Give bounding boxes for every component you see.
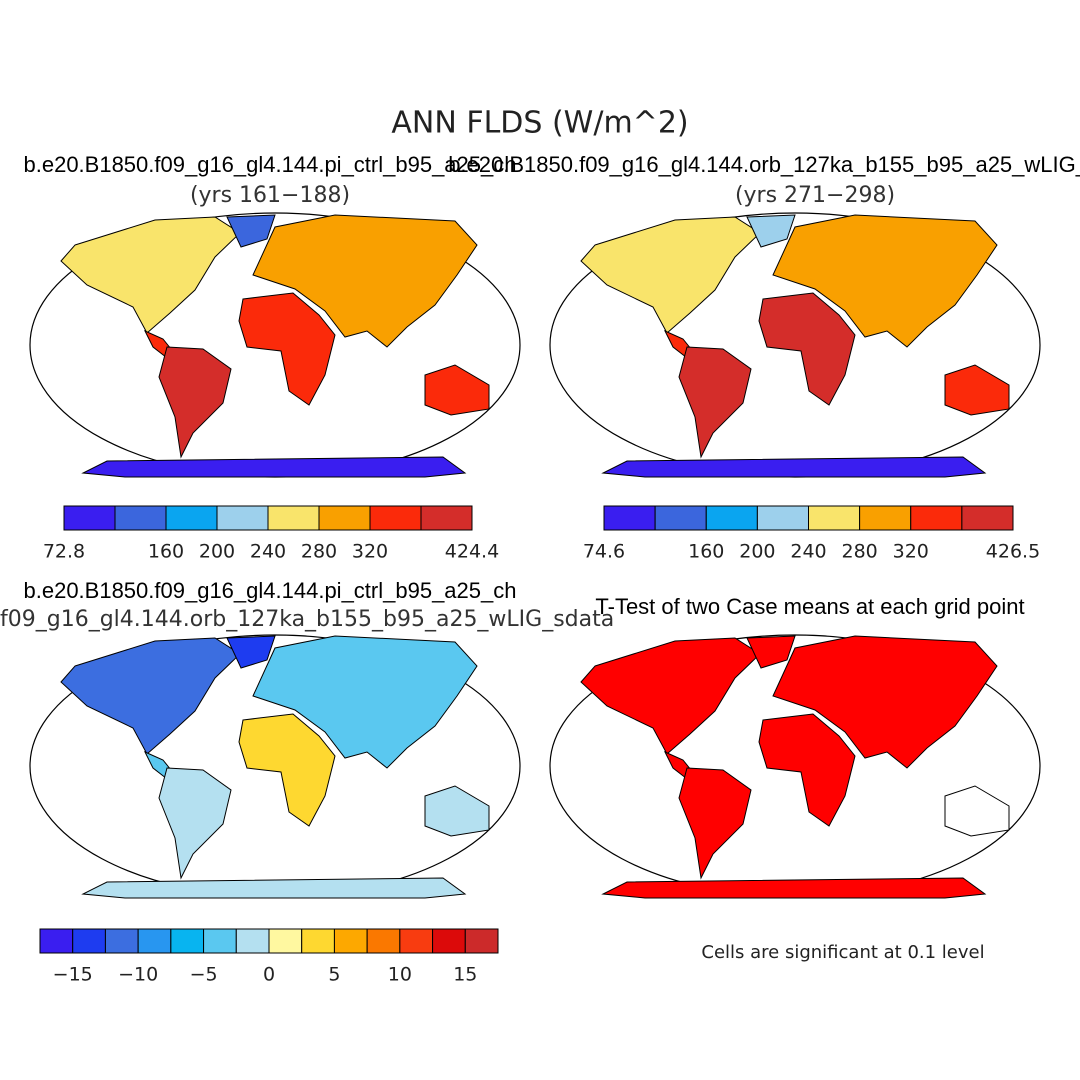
panel-title: T-Test of two Case means at each grid po… xyxy=(595,594,1024,619)
colorbar-box xyxy=(267,505,320,531)
colorbar-box xyxy=(910,505,963,531)
colorbar-box xyxy=(137,928,172,954)
colorbar-tick-label: 160 xyxy=(148,541,184,563)
colorbar-tick-label: 200 xyxy=(199,541,235,563)
figure-title: ANN FLDS (W/m^2) xyxy=(391,106,688,141)
map-panel xyxy=(29,634,521,899)
colorbar-tick-label: 424.4 xyxy=(445,541,499,563)
colorbar-tick-label: 74.6 xyxy=(583,541,625,563)
colorbar-tick-label: 426.5 xyxy=(986,541,1040,563)
colorbar-tick-label: 15 xyxy=(453,964,477,986)
colorbar-box xyxy=(369,505,422,531)
colorbar-tick-label: 320 xyxy=(893,541,929,563)
colorbar-tick-label: −15 xyxy=(53,964,93,986)
colorbar-box xyxy=(705,505,758,531)
colorbar-tick-label: 320 xyxy=(352,541,388,563)
panel-subtitle: f09_g16_gl4.144.orb_127ka_b155_b95_a25_w… xyxy=(0,607,614,632)
colorbar-box xyxy=(756,505,809,531)
colorbar-box xyxy=(170,928,205,954)
panel-subtitle: (yrs 271−298) xyxy=(735,183,895,208)
colorbar-tick-label: 280 xyxy=(301,541,337,563)
colorbar-box xyxy=(318,505,371,531)
map-panel xyxy=(549,212,1041,478)
colorbar-box xyxy=(961,505,1014,531)
panel-title: b.e20.B1850.f09_g16_gl4.144.pi_ctrl_b95_… xyxy=(24,152,517,177)
colorbar-box xyxy=(216,505,269,531)
colorbar-tick-label: 72.8 xyxy=(43,541,85,563)
colorbar-box xyxy=(235,928,270,954)
colorbar-tick-label: 240 xyxy=(790,541,826,563)
colorbar-tick-label: 280 xyxy=(841,541,877,563)
colorbar-box xyxy=(432,928,466,954)
colorbar-box xyxy=(654,505,707,531)
colorbar-tick-label: 240 xyxy=(250,541,286,563)
colorbar-tick-label: 160 xyxy=(688,541,724,563)
colorbar-box xyxy=(603,505,656,531)
colorbar-box xyxy=(114,505,167,531)
colorbar-tick-label: 5 xyxy=(328,964,340,986)
colorbar-box xyxy=(399,928,434,954)
colorbar-tick-label: 200 xyxy=(739,541,775,563)
significance-note: Cells are significant at 0.1 level xyxy=(701,942,984,963)
panel-subtitle: (yrs 161−188) xyxy=(190,183,350,208)
colorbar-box xyxy=(859,505,912,531)
panel-title: b.e20.B1850.f09_g16_gl4.144.orb_127ka_b1… xyxy=(448,152,1080,177)
colorbar-box xyxy=(165,505,218,531)
colorbar-box xyxy=(464,928,499,954)
colorbar-tick-label: 10 xyxy=(388,964,412,986)
colorbar-box xyxy=(301,928,335,954)
colorbar-box xyxy=(420,505,473,531)
colorbar-box xyxy=(72,928,106,954)
colorbar-box xyxy=(808,505,861,531)
colorbar-box xyxy=(63,505,116,531)
colorbar-box xyxy=(104,928,139,954)
map-panel xyxy=(29,212,521,478)
colorbar-tick-label: 0 xyxy=(263,964,275,986)
colorbar-tick-label: −10 xyxy=(118,964,158,986)
colorbar-box xyxy=(366,928,401,954)
colorbar-tick-label: −5 xyxy=(190,964,218,986)
colorbar-box xyxy=(203,928,237,954)
map-panel xyxy=(549,634,1041,899)
colorbar-box xyxy=(39,928,74,954)
colorbar-box xyxy=(333,928,368,954)
colorbar-box xyxy=(268,928,303,954)
panel-title: b.e20.B1850.f09_g16_gl4.144.pi_ctrl_b95_… xyxy=(24,578,517,603)
